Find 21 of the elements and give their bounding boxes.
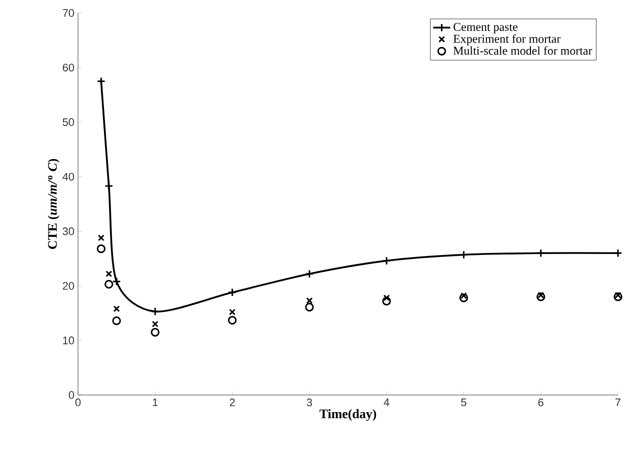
y-tick-label: 30 xyxy=(62,227,74,236)
y-tick-label: 20 xyxy=(62,282,74,290)
legend-label: Cement paste xyxy=(454,22,518,34)
x-axis-title: Time(day) xyxy=(320,409,376,421)
x-tick-label: 6 xyxy=(538,398,544,406)
legend-label: Experiment for mortar xyxy=(453,34,561,46)
x-tick-label: 3 xyxy=(306,398,312,406)
legend-label: Multi-scale model for mortar xyxy=(453,46,592,55)
x-tick-label: 7 xyxy=(616,398,620,406)
y-tick-label: 70 xyxy=(62,9,74,17)
y-tick-label: 0 xyxy=(68,391,74,399)
y-axis-title: CTE (um/m/$^{o}$ C) xyxy=(48,159,60,249)
y-tick-label: 60 xyxy=(62,64,74,72)
x-tick-label: 5 xyxy=(461,398,466,406)
y-tick-label: 50 xyxy=(62,118,74,126)
x-tick-label: 0 xyxy=(75,398,81,406)
y-tick-label: 10 xyxy=(63,336,74,344)
x-tick-label: 2 xyxy=(230,398,235,406)
y-tick-label: 40 xyxy=(62,172,74,181)
x-tick-label: 1 xyxy=(152,398,158,406)
x-tick-label: 4 xyxy=(384,398,390,406)
